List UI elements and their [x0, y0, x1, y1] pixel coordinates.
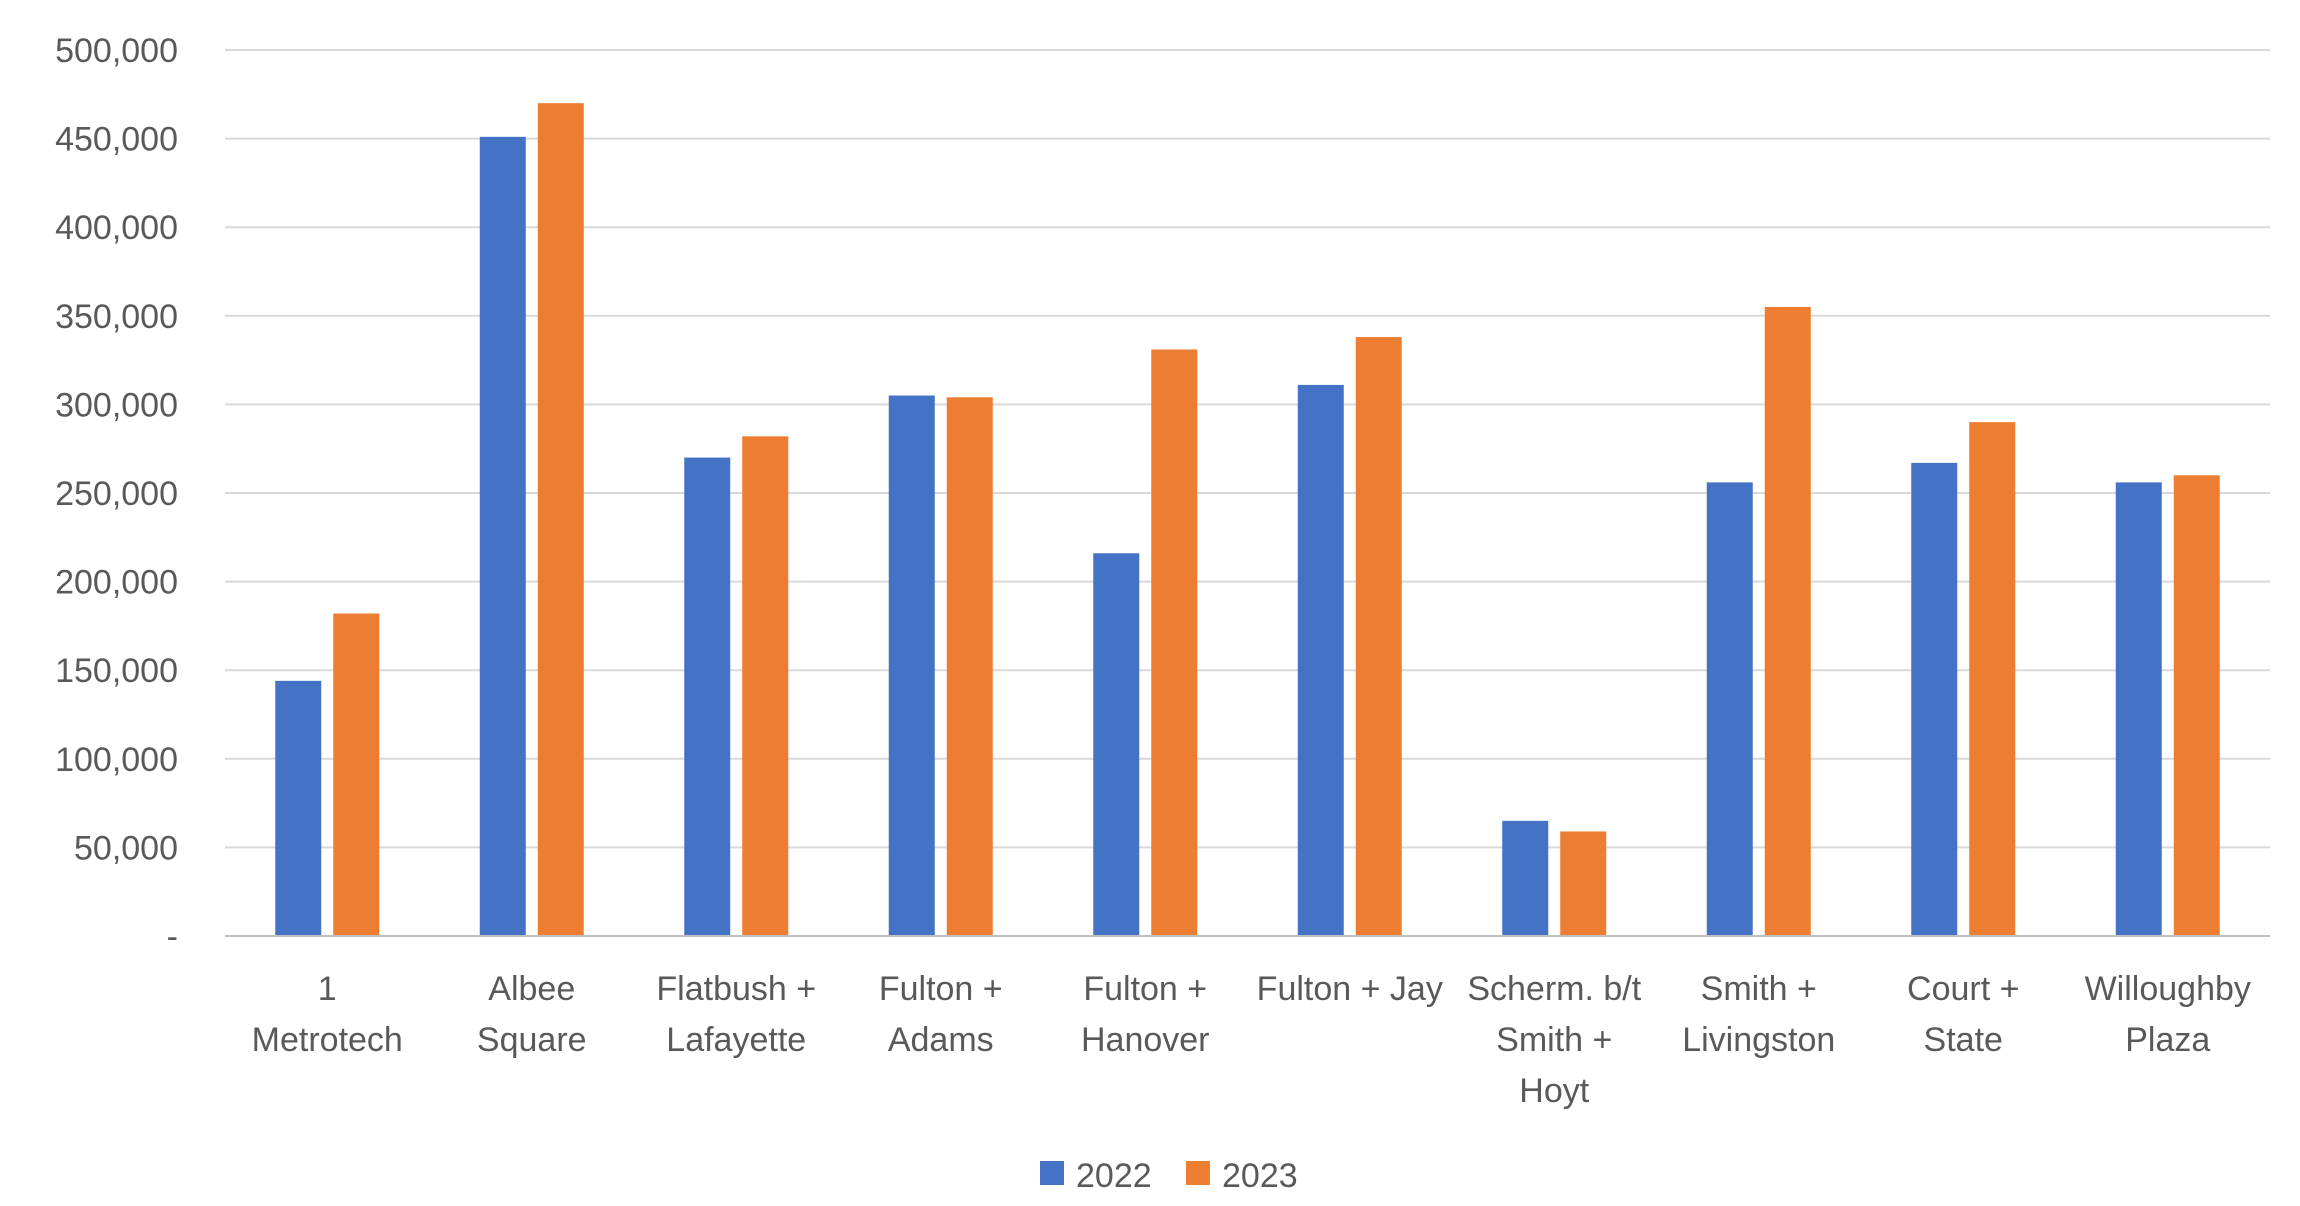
gridlines	[225, 49, 2270, 849]
x-category-label: Albee Square	[477, 970, 587, 1059]
bar-2023-4	[1151, 349, 1198, 936]
x-category-label: Willoughby Plaza	[2085, 970, 2251, 1059]
legend: 2022 2023	[1040, 1157, 1298, 1195]
y-tick-label: 500,000	[55, 32, 178, 70]
legend-swatch-2022	[1040, 1161, 1064, 1185]
y-tick-label: 200,000	[55, 564, 178, 602]
bar-2023-0	[333, 613, 380, 936]
bar-2023-5	[1355, 337, 1402, 937]
y-tick-label: 300,000	[55, 386, 178, 424]
bar-2022-5	[1297, 384, 1344, 937]
x-category-label: Smith + Livingston	[1682, 970, 1835, 1059]
x-category-label: Scherm. b/t Smith + Hoyt	[1467, 970, 1641, 1110]
y-axis-tick-labels: - 50,000 100,000 150,000 200,000 250,000 300,0…	[55, 32, 178, 956]
x-category-label: 1 Metrotech	[252, 970, 403, 1059]
x-category-label: Flatbush + Lafayette	[656, 970, 816, 1059]
bar-2023-6	[1560, 831, 1607, 936]
x-axis-category-labels: 1 Metrotech Albee Square Flatbush + Lafayette…	[252, 970, 2251, 1110]
x-category-label: Court + State	[1907, 970, 2019, 1059]
bar-2023-3	[946, 397, 993, 936]
x-category-label: Fulton + Jay	[1257, 970, 1443, 1008]
bar-2022-0	[275, 680, 322, 936]
bars	[275, 103, 2220, 937]
y-tick-label: 400,000	[55, 209, 178, 247]
bar-2022-8	[1911, 462, 1958, 936]
legend-label-2022: 2022	[1076, 1157, 1152, 1195]
bar-2023-7	[1764, 306, 1811, 936]
bar-2022-1	[479, 136, 526, 936]
bar-2022-2	[684, 457, 731, 936]
bar-2023-9	[2173, 475, 2220, 936]
y-tick-label: 250,000	[55, 475, 178, 513]
x-category-label: Fulton + Hanover	[1081, 970, 1210, 1059]
bar-2022-4	[1093, 553, 1140, 936]
bar-2022-7	[1706, 482, 1753, 936]
y-tick-label: 450,000	[55, 121, 178, 159]
bar-2022-3	[888, 395, 935, 936]
bar-2023-2	[742, 436, 789, 936]
y-tick-label: 100,000	[55, 741, 178, 779]
y-tick-label: 350,000	[55, 298, 178, 336]
y-tick-label: 150,000	[55, 652, 178, 690]
y-tick-label: -	[167, 918, 178, 956]
x-category-label: Fulton + Adams	[879, 970, 1003, 1059]
bar-2022-6	[1502, 820, 1549, 936]
bar-2023-8	[1969, 422, 2016, 936]
legend-label-2023: 2023	[1222, 1157, 1298, 1195]
legend-swatch-2023	[1186, 1161, 1210, 1185]
bar-2022-9	[2115, 482, 2162, 936]
y-tick-label: 50,000	[74, 829, 178, 867]
bar-2023-1	[537, 103, 584, 936]
